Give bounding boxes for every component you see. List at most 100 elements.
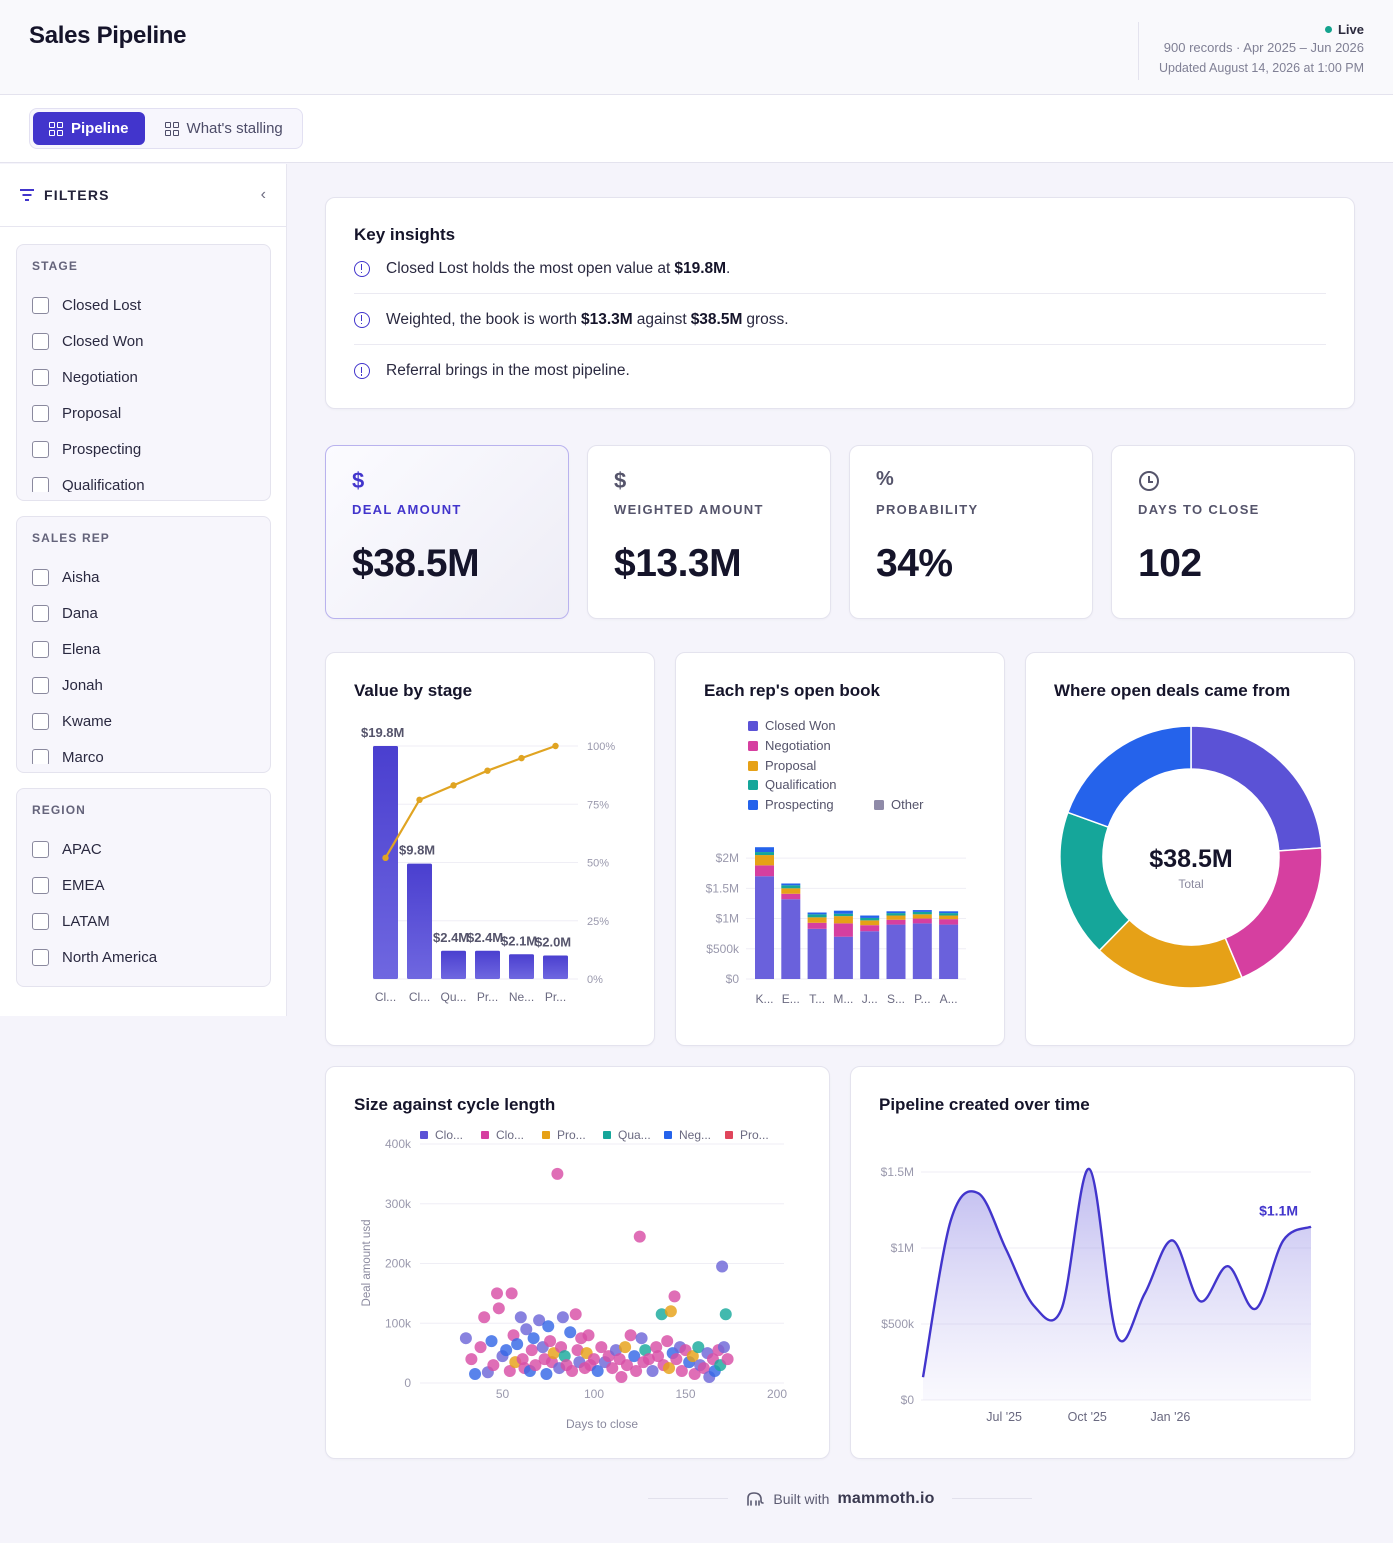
checkbox[interactable] [32,712,49,730]
checkbox[interactable] [32,332,49,350]
stacked-segment [755,847,774,853]
cumulative-line [384,744,556,859]
end-value-label: $1.1M [1259,1203,1298,1219]
checkbox[interactable] [32,676,49,694]
kpi-deal-amount[interactable]: $ DEAL AMOUNT $38.5M [325,445,569,619]
checkbox[interactable] [32,296,49,314]
checkbox[interactable] [32,568,49,586]
stacked-segment [886,924,906,979]
scatter-point [478,1311,491,1324]
filter-option[interactable]: North America [32,939,255,975]
filter-option[interactable]: Proposal [32,395,255,431]
data-label: $2.1M [501,933,537,948]
x-tick-label: Jan '26 [1150,1410,1190,1424]
checkbox[interactable] [32,640,49,658]
filter-option[interactable]: Aisha [32,559,255,595]
stacked-segment [807,928,827,979]
x-tick-label: A... [940,992,958,1006]
checkbox[interactable] [32,404,49,422]
pipeline-over-time-card: Pipeline created over time $1.5M $1M $500k… [850,1066,1355,1459]
scatter-point [675,1365,688,1378]
live-dot-icon [1324,26,1332,33]
x-tick-label: Qu... [440,990,466,1004]
stacked-segment [939,911,959,914]
checkbox[interactable] [32,440,49,458]
card-title: Key insights [354,225,456,244]
legend-swatch [481,1131,489,1139]
filter-option[interactable]: Closed Won [32,323,255,359]
scatter-point [663,1362,676,1375]
stacked-segment [833,913,853,917]
legend-swatch [603,1131,611,1139]
checkbox[interactable] [32,912,49,930]
chart-title: Where open deals came from [1054,681,1291,700]
y-tick-label: 400k [385,1137,412,1151]
filters-sidebar: FILTERS ‹ STAGE Closed Lost Closed Won N… [0,164,287,1016]
kpi-days-to-close[interactable]: DAYS TO CLOSE 102 [1111,445,1355,619]
checkbox[interactable] [32,876,49,894]
filter-option[interactable]: Elena [32,631,255,667]
footer-divider [952,1498,1032,1499]
checkbox[interactable] [32,748,49,764]
built-with[interactable]: Built with mammoth.io [745,1490,934,1508]
legend-label: Prospecting [765,797,834,812]
x-tick-label: Cl... [375,990,396,1004]
bar [543,955,568,979]
filter-option[interactable]: LATAM [32,903,255,939]
scatter-point [505,1287,518,1300]
filter-option[interactable]: EMEA [32,867,255,903]
scatter-point [492,1302,505,1315]
y-tick-label: $500k [881,1317,915,1331]
filter-option[interactable]: Kwame [32,703,255,739]
scatter-point [571,1344,584,1357]
scatter-point [717,1341,730,1354]
checkbox[interactable] [32,476,49,492]
filter-option[interactable]: Dana [32,595,255,631]
kpi-probability[interactable]: % PROBABILITY 34% [849,445,1093,619]
tab-label: What's stalling [186,120,283,137]
collapse-sidebar-icon[interactable]: ‹ [260,186,266,203]
insight-row: Referral brings in the most pipeline. [354,346,1326,396]
tab-pipeline[interactable]: Pipeline [33,112,145,145]
key-insights-card: Key insights Closed Lost holds the most … [325,197,1355,409]
page-title: Sales Pipeline [29,22,187,49]
scatter-point [721,1353,734,1366]
filter-option[interactable]: Closed Lost [32,287,255,323]
insight-row: Closed Lost holds the most open value at… [354,244,1326,294]
filters-title: FILTERS [44,187,110,203]
x-tick-label: 100 [584,1387,604,1401]
legend-label: Proposal [765,758,816,773]
filter-option[interactable]: APAC [32,831,255,867]
scatter-point [668,1290,681,1303]
y-tick-label: $0 [901,1393,915,1407]
y-axis-label: Deal amount usd [361,1220,373,1307]
scatter-point [588,1353,600,1366]
tab-whats-stalling[interactable]: What's stalling [149,112,299,145]
checkbox[interactable] [32,368,49,386]
filter-option[interactable]: Qualification [32,467,255,492]
checkbox[interactable] [32,604,49,622]
checkbox[interactable] [32,840,49,858]
stacked-segment [860,925,880,932]
cumulative-point [484,767,491,774]
scatter-point [686,1350,699,1363]
brand-name: mammoth.io [837,1490,935,1507]
kpi-weighted-amount[interactable]: $ WEIGHTED AMOUNT $13.3M [587,445,831,619]
cumulative-point [416,796,423,804]
checkbox[interactable] [32,948,49,966]
filter-option[interactable]: Negotiation [32,359,255,395]
filter-option[interactable]: Prospecting [32,431,255,467]
data-label: $9.8M [399,843,435,858]
insight-row: Weighted, the book is worth $13.3M against… [354,295,1326,345]
footer-divider [648,1498,728,1499]
records-summary: 900 records · Apr 2025 – Jun 2026 [1163,40,1364,55]
filter-option[interactable]: Marco [32,739,255,764]
kpi-value: 102 [1138,542,1202,585]
stacked-segment [833,910,853,914]
data-label: $2.4M [433,930,469,945]
filter-option[interactable]: Jonah [32,667,255,703]
stacked-segment [755,876,774,979]
stacked-segment [912,910,932,912]
view-tabs: Pipeline What's stalling [29,108,303,149]
scatter-point [551,1167,564,1180]
